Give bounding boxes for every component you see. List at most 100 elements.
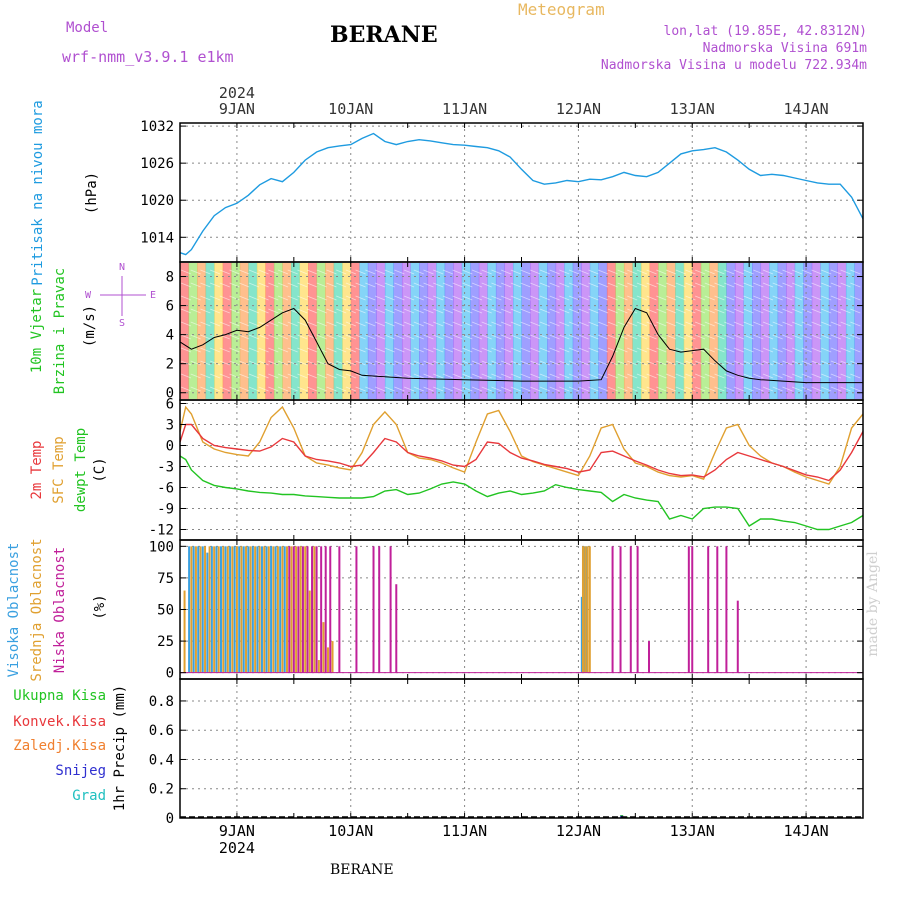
wind-barb	[403, 269, 415, 275]
wind-barb	[326, 308, 337, 314]
low-cloud-bar	[372, 546, 375, 673]
wind-barb-cell	[299, 263, 309, 399]
wind-barb	[355, 334, 366, 340]
wind-barb	[433, 360, 444, 366]
wind-barb	[403, 360, 415, 366]
wind-barb	[442, 295, 454, 301]
wind-barb	[229, 373, 240, 379]
wind-barb	[840, 373, 851, 379]
wind-barb	[791, 334, 803, 340]
wind-barb	[675, 295, 686, 301]
wind-barb	[287, 373, 298, 379]
wind-barb	[452, 295, 463, 301]
wind-barb	[239, 282, 250, 288]
wind-barb-cell	[461, 263, 471, 399]
wind-barb	[500, 360, 512, 366]
wind-barb-cell	[572, 263, 582, 399]
wind-barb	[821, 282, 832, 288]
wind-barb	[452, 373, 463, 379]
wind-barb	[811, 334, 822, 340]
wind-barb	[258, 334, 269, 340]
low-cloud-bar	[355, 546, 358, 673]
wind-barb-cell	[495, 263, 505, 399]
wind-barb	[248, 308, 260, 314]
wind-barb	[510, 347, 521, 353]
wind-barb-cell	[828, 263, 838, 399]
wind-barb	[442, 386, 454, 392]
low-cloud-bar	[395, 584, 398, 673]
wind-barb	[830, 282, 842, 288]
wind-barb	[248, 282, 260, 288]
wind-barb	[452, 321, 463, 327]
wind-barb	[665, 321, 677, 327]
wind-barb	[268, 373, 279, 379]
wind-barb	[811, 360, 822, 366]
wind-barb	[423, 321, 434, 327]
low-cloud-bar	[389, 546, 392, 673]
wind-barb	[345, 334, 357, 340]
wind-barb	[433, 373, 444, 379]
wind-barb	[762, 347, 774, 353]
wind-barb	[510, 360, 521, 366]
mid-cloud-bar	[263, 546, 266, 673]
low-cloud-bar	[324, 546, 327, 673]
wind-barb	[355, 295, 366, 301]
wind-barb	[219, 321, 230, 327]
wind-barb	[239, 386, 250, 392]
wind-barb	[588, 295, 599, 301]
wind-barb	[520, 386, 531, 392]
wind-barb	[694, 295, 706, 301]
wind-barb	[782, 308, 793, 314]
wind-barb	[471, 373, 483, 379]
wind-barb	[772, 386, 783, 392]
wind-barb	[229, 334, 240, 340]
wind-barb-cell	[444, 263, 454, 399]
wind-barb	[452, 308, 463, 314]
wind-barb	[209, 360, 221, 366]
wind-barb	[559, 269, 570, 275]
wind-barb	[326, 334, 337, 340]
wind-barb	[209, 269, 221, 275]
station-title: BERANE	[330, 22, 438, 48]
wind-barb	[355, 282, 366, 288]
year-label-bottom: 2024	[219, 839, 255, 857]
wind-barb-cell	[760, 263, 770, 399]
wind-barb	[617, 334, 628, 340]
wind-barb	[384, 347, 395, 353]
mid-cloud-bar	[231, 546, 234, 673]
wind-barb	[733, 295, 745, 301]
wind-barb	[452, 360, 463, 366]
wind-barb	[268, 347, 279, 353]
high-cloud-bar	[580, 596, 583, 673]
wind-barb-cell	[214, 263, 224, 399]
wind-barb	[200, 386, 211, 392]
wind-barb	[578, 295, 589, 301]
wind-barb	[297, 282, 308, 288]
wind-barb	[762, 360, 774, 366]
wind-barb	[277, 347, 289, 353]
y-tick-label: 4	[166, 328, 174, 344]
wind-barb	[413, 308, 424, 314]
wind-barb	[500, 308, 512, 314]
wind-barb-cell	[845, 263, 855, 399]
wind-barb	[714, 373, 725, 379]
wind-barb	[403, 308, 415, 314]
wind-barb	[772, 321, 783, 327]
wind-unit: (m/s)	[82, 305, 98, 347]
wind-barb	[782, 282, 793, 288]
wind-barb	[384, 308, 395, 314]
wind-barb	[762, 334, 774, 340]
wind-barb	[694, 269, 706, 275]
wind-barb	[762, 282, 774, 288]
wind-barb	[287, 269, 298, 275]
wind-barb	[743, 347, 754, 353]
wind-barb	[413, 269, 424, 275]
wind-barb	[355, 360, 366, 366]
wind-barb	[491, 334, 502, 340]
wind-barb	[762, 373, 774, 379]
wind-barb	[559, 282, 570, 288]
wind-barb	[462, 373, 473, 379]
wind-barb	[462, 347, 473, 353]
y-tick-label: 6	[166, 299, 174, 315]
